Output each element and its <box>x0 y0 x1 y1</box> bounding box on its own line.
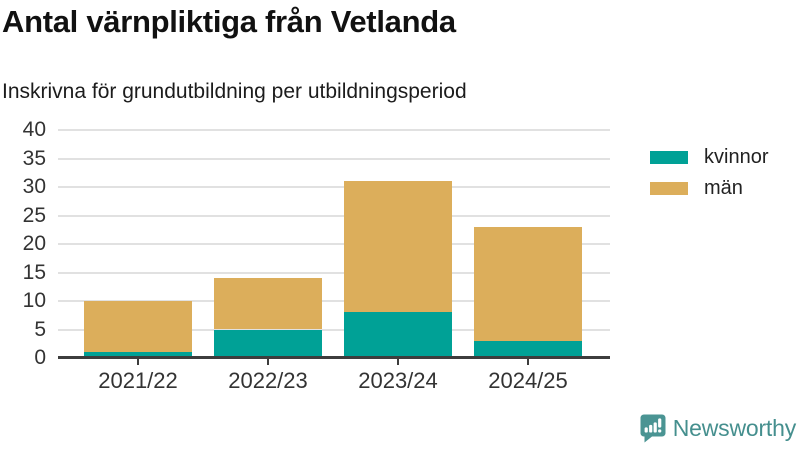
legend-item-kvinnor: kvinnor <box>650 146 768 169</box>
y-axis-tick-label: 0 <box>34 346 46 369</box>
page-title: Antal värnpliktiga från Vetlanda <box>2 4 456 39</box>
bar-segment-män <box>474 226 582 341</box>
gridline <box>58 214 610 217</box>
gridline <box>58 243 610 245</box>
y-axis-tick-label: 40 <box>22 118 46 141</box>
newsworthy-logo: Newsworthy <box>640 414 796 443</box>
y-axis-tick-label: 10 <box>22 289 46 312</box>
y-axis-tick-label: 20 <box>22 232 46 255</box>
gridline <box>58 300 610 302</box>
bar-segment-män <box>84 301 192 353</box>
y-axis-tick-label: 30 <box>22 175 46 198</box>
legend-item-män: män <box>650 177 768 200</box>
x-axis-tick-label: 2021/22 <box>98 368 178 393</box>
x-axis-tick <box>527 359 529 365</box>
x-axis-tick <box>267 359 269 365</box>
bar-segment-kvinnor <box>84 352 192 358</box>
gridline <box>58 129 610 131</box>
x-axis-line <box>58 356 610 359</box>
x-axis-tick-label: 2022/23 <box>228 368 308 393</box>
x-axis-tick <box>397 359 399 365</box>
gridline <box>58 271 610 274</box>
bar-segment-kvinnor <box>474 340 582 358</box>
y-axis-tick-label: 15 <box>22 260 46 284</box>
page-subtitle: Inskrivna för grundutbildning per utbild… <box>2 80 467 103</box>
y-axis-tick-label: 25 <box>22 203 46 227</box>
newsworthy-logo-text: Newsworthy <box>672 415 796 441</box>
y-axis-tick-label: 5 <box>34 317 46 341</box>
legend-swatch <box>650 182 688 195</box>
gridline <box>58 186 610 188</box>
bar-segment-män <box>344 181 452 313</box>
newsworthy-chart-bubble-icon <box>640 414 666 443</box>
y-axis-tick-label: 35 <box>22 146 46 170</box>
gridline <box>58 157 610 160</box>
gridline <box>58 328 610 331</box>
bar-segment-män <box>214 278 322 330</box>
legend-label: kvinnor <box>704 146 769 168</box>
x-axis-tick <box>137 359 139 365</box>
x-axis-tick-label: 2024/25 <box>488 368 568 393</box>
legend-swatch <box>650 151 688 164</box>
legend: kvinnor män <box>650 146 768 200</box>
bar-segment-kvinnor <box>214 329 322 358</box>
legend-label: män <box>704 177 743 199</box>
x-axis-tick-label: 2023/24 <box>358 368 438 393</box>
bar-segment-kvinnor <box>344 312 452 358</box>
